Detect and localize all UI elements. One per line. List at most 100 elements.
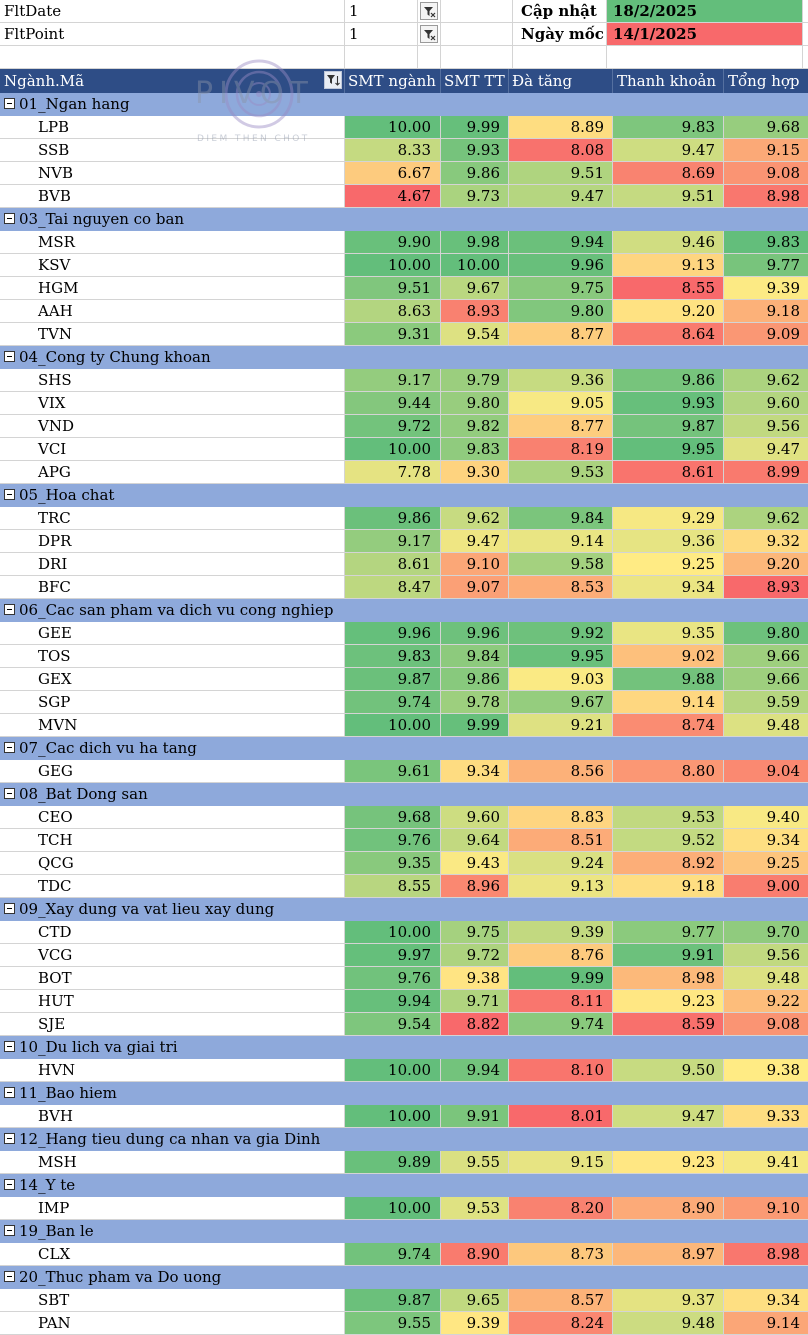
fltpoint-filter-button[interactable] xyxy=(418,23,441,46)
stock-code[interactable]: TRC xyxy=(0,507,345,530)
sector-row[interactable]: 04_Cong ty Chung khoan xyxy=(0,346,808,369)
stock-code[interactable]: GEX xyxy=(0,668,345,691)
score-smt-tt: 9.38 xyxy=(441,967,509,990)
score-da-tang: 9.96 xyxy=(509,254,613,277)
score-smt-tt: 9.62 xyxy=(441,507,509,530)
sector-row[interactable]: 05_Hoa chat xyxy=(0,484,808,507)
sector-row[interactable]: 20_Thuc pham va Do uong xyxy=(0,1266,808,1289)
sector-row[interactable]: 08_Bat Dong san xyxy=(0,783,808,806)
stock-code[interactable]: VCG xyxy=(0,944,345,967)
sector-row[interactable]: 09_Xay dung va vat lieu xay dung xyxy=(0,898,808,921)
collapse-icon[interactable] xyxy=(4,903,15,914)
stock-code[interactable]: BOT xyxy=(0,967,345,990)
collapse-icon[interactable] xyxy=(4,351,15,362)
stock-code[interactable]: HUT xyxy=(0,990,345,1013)
collapse-icon[interactable] xyxy=(4,742,15,753)
stock-code[interactable]: KSV xyxy=(0,254,345,277)
collapse-icon[interactable] xyxy=(4,1041,15,1052)
score-da-tang: 9.84 xyxy=(509,507,613,530)
stock-code[interactable]: GEG xyxy=(0,760,345,783)
sector-row[interactable]: 01_Ngan hang xyxy=(0,93,808,116)
sort-filter-button[interactable] xyxy=(324,71,342,89)
stock-code[interactable]: IMP xyxy=(0,1197,345,1220)
update-date: 18/2/2025 xyxy=(607,0,803,23)
stock-code[interactable]: VCI xyxy=(0,438,345,461)
collapse-icon[interactable] xyxy=(4,1225,15,1236)
stock-code[interactable]: BVH xyxy=(0,1105,345,1128)
collapse-icon[interactable] xyxy=(4,1133,15,1144)
collapse-icon[interactable] xyxy=(4,489,15,500)
stock-code[interactable]: SSB xyxy=(0,139,345,162)
stock-code[interactable]: TDC xyxy=(0,875,345,898)
stock-code[interactable]: LPB xyxy=(0,116,345,139)
stock-code[interactable]: CTD xyxy=(0,921,345,944)
table-row: LPB 10.00 9.99 8.89 9.83 9.68 xyxy=(0,116,808,139)
sector-row[interactable]: 14_Y te xyxy=(0,1174,808,1197)
table-row: GEG 9.61 9.34 8.56 8.80 9.04 xyxy=(0,760,808,783)
stock-code[interactable]: HGM xyxy=(0,277,345,300)
stock-code[interactable]: CLX xyxy=(0,1243,345,1266)
sector-row[interactable]: 11_Bao hiem xyxy=(0,1082,808,1105)
collapse-icon[interactable] xyxy=(4,1087,15,1098)
stock-code[interactable]: TCH xyxy=(0,829,345,852)
stock-code[interactable]: VND xyxy=(0,415,345,438)
sector-row[interactable]: 06_Cac san pham va dich vu cong nghiep xyxy=(0,599,808,622)
collapse-icon[interactable] xyxy=(4,98,15,109)
collapse-icon[interactable] xyxy=(4,604,15,615)
stock-code[interactable]: VIX xyxy=(0,392,345,415)
score-smt-tt: 9.67 xyxy=(441,277,509,300)
stock-code[interactable]: MSH xyxy=(0,1151,345,1174)
spacer-row xyxy=(0,46,808,69)
stock-code[interactable]: AAH xyxy=(0,300,345,323)
sector-row[interactable]: 12_Hang tieu dung ca nhan va gia Dinh xyxy=(0,1128,808,1151)
header-da-tang[interactable]: Đà tăng xyxy=(509,69,613,93)
score-smt-nganh: 9.74 xyxy=(345,691,441,714)
stock-code[interactable]: TOS xyxy=(0,645,345,668)
stock-code[interactable]: CEO xyxy=(0,806,345,829)
stock-code[interactable]: SBT xyxy=(0,1289,345,1312)
fltdate-label: FltDate xyxy=(0,0,345,23)
header-smt-nganh[interactable]: SMT ngành xyxy=(345,69,441,93)
collapse-icon[interactable] xyxy=(4,213,15,224)
score-thanh-khoan: 8.55 xyxy=(613,277,724,300)
score-tong-hop: 9.25 xyxy=(724,852,808,875)
stock-code[interactable]: MVN xyxy=(0,714,345,737)
score-tong-hop: 9.70 xyxy=(724,921,808,944)
score-tong-hop: 9.32 xyxy=(724,530,808,553)
header-thanh-khoan[interactable]: Thanh khoản xyxy=(613,69,724,93)
header-smt-tt[interactable]: SMT TT xyxy=(441,69,509,93)
stock-code[interactable]: GEE xyxy=(0,622,345,645)
collapse-icon[interactable] xyxy=(4,1179,15,1190)
score-smt-nganh: 9.89 xyxy=(345,1151,441,1174)
score-thanh-khoan: 9.87 xyxy=(613,415,724,438)
stock-code[interactable]: APG xyxy=(0,461,345,484)
stock-code[interactable]: PAN xyxy=(0,1312,345,1335)
stock-code[interactable]: QCG xyxy=(0,852,345,875)
stock-code[interactable]: DPR xyxy=(0,530,345,553)
stock-code[interactable]: NVB xyxy=(0,162,345,185)
stock-code[interactable]: TVN xyxy=(0,323,345,346)
sector-row[interactable]: 10_Du lich va giai tri xyxy=(0,1036,808,1059)
filter-row-fltdate: FltDate 1 Cập nhật 18/2/2025 xyxy=(0,0,808,23)
stock-code[interactable]: SJE xyxy=(0,1013,345,1036)
fltdate-value[interactable]: 1 xyxy=(345,0,418,23)
score-da-tang: 8.77 xyxy=(509,415,613,438)
sector-row[interactable]: 07_Cac dich vu ha tang xyxy=(0,737,808,760)
stock-code[interactable]: BVB xyxy=(0,185,345,208)
stock-code[interactable]: DRI xyxy=(0,553,345,576)
sector-row[interactable]: 03_Tai nguyen co ban xyxy=(0,208,808,231)
score-smt-tt: 9.34 xyxy=(441,760,509,783)
fltdate-filter-button[interactable] xyxy=(418,0,441,23)
score-da-tang: 9.13 xyxy=(509,875,613,898)
score-smt-nganh: 9.87 xyxy=(345,1289,441,1312)
stock-code[interactable]: HVN xyxy=(0,1059,345,1082)
collapse-icon[interactable] xyxy=(4,788,15,799)
fltpoint-value[interactable]: 1 xyxy=(345,23,418,46)
sector-row[interactable]: 19_Ban le xyxy=(0,1220,808,1243)
header-tong-hop[interactable]: Tổng hợp xyxy=(728,72,800,90)
stock-code[interactable]: SGP xyxy=(0,691,345,714)
collapse-icon[interactable] xyxy=(4,1271,15,1282)
stock-code[interactable]: BFC xyxy=(0,576,345,599)
stock-code[interactable]: MSR xyxy=(0,231,345,254)
stock-code[interactable]: SHS xyxy=(0,369,345,392)
